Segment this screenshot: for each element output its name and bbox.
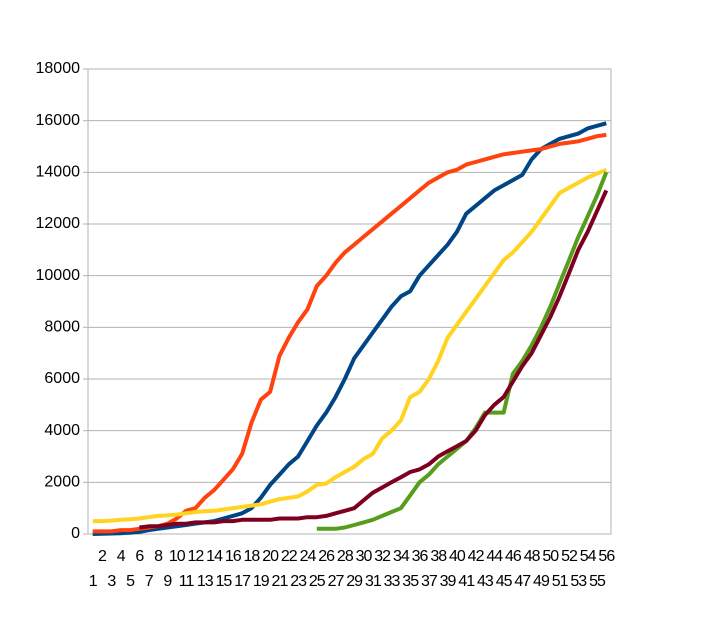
x-tick-label: 26 — [318, 548, 335, 565]
x-tick-label: 20 — [262, 548, 279, 565]
x-tick-label: 55 — [589, 573, 606, 590]
x-tick-label: 49 — [533, 573, 550, 590]
x-tick-label: 27 — [328, 573, 345, 590]
x-tick-label: 34 — [393, 548, 410, 565]
x-tick-label: 3 — [107, 573, 116, 590]
x-tick-label: 4 — [117, 548, 126, 565]
x-tick-label: 12 — [188, 548, 205, 565]
x-tick-label: 30 — [356, 548, 373, 565]
x-tick-label: 51 — [552, 573, 569, 590]
series-line — [139, 189, 609, 530]
x-tick-label: 9 — [163, 573, 172, 590]
x-tick-label: 17 — [234, 573, 251, 590]
x-tick-label: 56 — [598, 548, 615, 565]
x-tick-label: 52 — [561, 548, 578, 565]
x-tick-label: 41 — [458, 573, 475, 590]
y-tick-label: 4000 — [44, 422, 80, 439]
x-tick-label: 43 — [477, 573, 494, 590]
y-tick-label: 0 — [71, 525, 80, 542]
x-tick-label: 10 — [169, 548, 186, 565]
x-tick-label: 42 — [468, 548, 485, 565]
x-tick-label: 35 — [402, 573, 419, 590]
x-tick-label: 1 — [89, 573, 98, 590]
y-tick-label: 16000 — [36, 112, 81, 129]
y-tick-label: 2000 — [44, 474, 80, 491]
x-tick-label: 11 — [179, 573, 195, 590]
series-line — [92, 167, 608, 524]
x-tick-label: 45 — [496, 573, 513, 590]
x-tick-label: 48 — [524, 548, 541, 565]
x-tick-label: 23 — [290, 573, 307, 590]
x-tick-label: 8 — [154, 548, 163, 565]
y-tick-label: 6000 — [44, 370, 80, 387]
plot-border — [87, 68, 612, 535]
x-tick-label: 29 — [346, 573, 363, 590]
y-tick-label: 10000 — [36, 267, 81, 284]
x-tick-label: 6 — [135, 548, 144, 565]
x-tick-label: 32 — [374, 548, 391, 565]
y-tick-label: 8000 — [44, 319, 80, 336]
x-tick-label: 47 — [514, 573, 531, 590]
x-tick-label: 38 — [430, 548, 447, 565]
series-line — [92, 121, 607, 536]
x-tick-label: 44 — [486, 548, 503, 565]
x-tick-label: 31 — [365, 573, 382, 590]
y-tick-label: 12000 — [36, 215, 81, 232]
x-tick-label: 14 — [206, 548, 223, 565]
x-tick-label: 53 — [570, 573, 587, 590]
x-tick-label: 46 — [505, 548, 522, 565]
x-tick-label: 28 — [337, 548, 354, 565]
x-tick-label: 36 — [412, 548, 429, 565]
x-tick-label: 15 — [216, 573, 233, 590]
series-line — [92, 132, 607, 534]
x-tick-label: 2 — [98, 548, 107, 565]
x-tick-label: 21 — [272, 573, 289, 590]
x-tick-label: 37 — [421, 573, 438, 590]
x-tick-label: 39 — [440, 573, 457, 590]
y-tick-label: 18000 — [36, 60, 81, 77]
x-tick-label: 22 — [281, 548, 298, 565]
x-tick-label: 7 — [145, 573, 154, 590]
x-tick-label: 33 — [384, 573, 401, 590]
x-tick-label: 16 — [225, 548, 242, 565]
x-tick-label: 54 — [580, 548, 597, 565]
x-tick-label: 19 — [253, 573, 270, 590]
x-tick-label: 5 — [126, 573, 135, 590]
x-tick-label: 24 — [300, 548, 317, 565]
x-tick-label: 13 — [197, 573, 214, 590]
x-tick-label: 40 — [449, 548, 466, 565]
x-tick-label: 50 — [542, 548, 559, 565]
y-tick-label: 14000 — [36, 164, 81, 181]
x-tick-label: 25 — [309, 573, 326, 590]
x-tick-label: 18 — [244, 548, 261, 565]
